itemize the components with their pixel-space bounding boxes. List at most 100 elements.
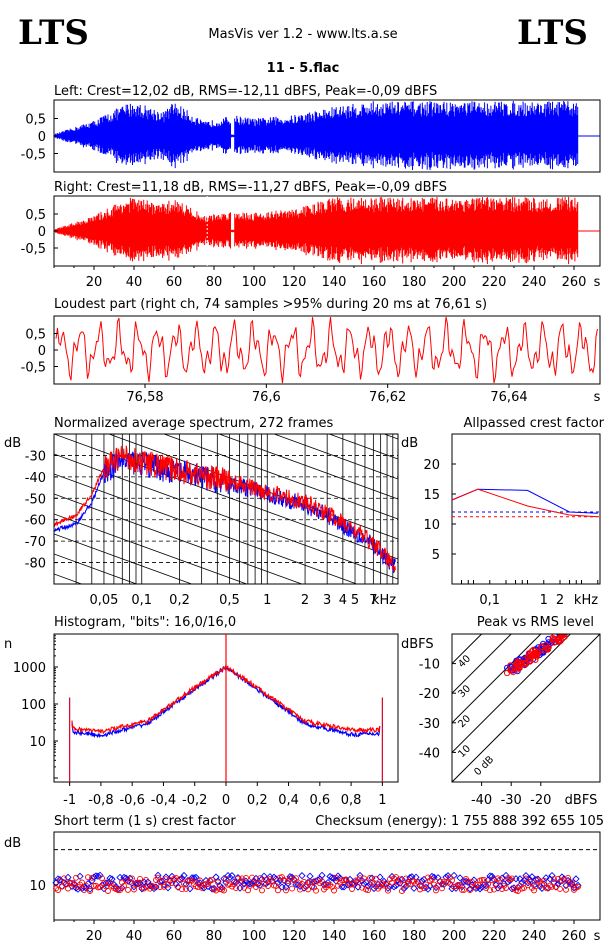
- peakrms-point: [503, 669, 511, 677]
- shortterm-point-right: [129, 875, 135, 882]
- shortterm-point-left: [400, 884, 408, 893]
- shortterm-point-right: [87, 888, 93, 894]
- shortterm-xtick-label: 260: [562, 929, 587, 944]
- shortterm-point-right: [461, 886, 467, 893]
- shortterm-point-right: [289, 885, 295, 892]
- shortterm-point-left: [172, 880, 180, 888]
- wave-xtick-label: 160: [362, 275, 387, 290]
- histogram-xtick-label: 0,2: [247, 793, 268, 808]
- shortterm-point-right: [195, 884, 201, 891]
- shortterm-point-right: [469, 879, 475, 885]
- shortterm-point-right: [395, 879, 401, 886]
- shortterm-point-right: [213, 887, 219, 894]
- shortterm-point-right: [297, 886, 303, 893]
- peakrms-point: [507, 662, 514, 669]
- shortterm-point-right: [493, 880, 499, 887]
- spectrum-xtick-label: 0,1: [131, 593, 152, 608]
- histogram-xtick-label: -0,6: [119, 793, 144, 808]
- histogram-xtick-label: 0,4: [278, 793, 299, 808]
- shortterm-point-left: [526, 876, 534, 884]
- peakrms-point: [543, 645, 550, 652]
- shortterm-point-left: [504, 878, 512, 886]
- histogram-chart: 1000 100 10 -1 -0,8 -0,6 -0,4 -0,2 0 0,2 0,4 0,6 0,8…: [13, 633, 399, 808]
- shortterm-point-right: [259, 887, 265, 894]
- allpassed-y-unit: dB: [401, 436, 418, 451]
- shortterm-xtick-label: 80: [206, 929, 223, 944]
- shortterm-point-right: [57, 878, 63, 885]
- shortterm-point-right: [69, 879, 75, 886]
- spectrum-series-right: [54, 445, 396, 573]
- shortterm-point-right: [177, 876, 183, 883]
- spectrum-chart: -30 -40 -50 -60 -70 -80 0,05 0,1 0,2 0,5 1 2 3 4 5 7: [25, 433, 399, 608]
- shortterm-point-right: [335, 882, 341, 889]
- shortterm-xtick-label: 200: [442, 929, 467, 944]
- shortterm-point-left: [134, 880, 142, 888]
- shortterm-point-right: [431, 881, 437, 888]
- shortterm-y-unit: dB: [4, 836, 21, 851]
- shortterm-xtick-label: 220: [482, 929, 507, 944]
- shortterm-point-right: [443, 879, 449, 886]
- shortterm-point-right: [569, 879, 575, 886]
- peakrms-xtick-label: -20: [530, 793, 551, 808]
- right-wave-ytick-label: 0: [38, 225, 46, 240]
- shortterm-point-left: [86, 885, 94, 893]
- shortterm-point-left: [376, 873, 384, 881]
- wave-xtick-label: 60: [166, 275, 183, 290]
- shortterm-point-left: [530, 881, 538, 890]
- shortterm-point-left: [506, 876, 514, 885]
- shortterm-point-left: [192, 873, 200, 882]
- peakrms-diagonal: [452, 634, 512, 694]
- spectrum-slope-line: [272, 434, 398, 480]
- left-wave-ytick-label: 0: [38, 130, 46, 145]
- shortterm-point-right: [243, 874, 249, 881]
- wave-xtick-label: 80: [206, 275, 223, 290]
- shortterm-point-left: [476, 885, 484, 893]
- shortterm-point-right: [271, 882, 277, 889]
- shortterm-point-right: [403, 875, 409, 882]
- shortterm-point-left: [248, 879, 256, 888]
- loudest-x-unit: s: [594, 390, 601, 405]
- spectrum-frame: [53, 433, 399, 585]
- shortterm-point-right: [159, 879, 165, 885]
- spectrum-ytick-label: -70: [25, 535, 46, 550]
- shortterm-point-left: [432, 883, 440, 892]
- shortterm-point-right: [449, 877, 455, 884]
- shortterm-point-left: [254, 880, 262, 889]
- shortterm-point-right: [551, 876, 557, 883]
- shortterm-title: Short term (1 s) crest factor: [54, 814, 236, 829]
- right-waveform-chart: 0,5 0 -0,5 20 40 60 80 100 120 140 160 180 200 220 240…: [21, 195, 601, 290]
- shortterm-point-right: [327, 881, 333, 888]
- spectrum-y-unit: dB: [4, 436, 21, 451]
- shortterm-point-right: [305, 886, 311, 893]
- shortterm-point-right: [105, 888, 111, 894]
- shortterm-point-left: [482, 881, 490, 890]
- shortterm-point-right: [79, 879, 85, 886]
- shortterm-point-left: [522, 872, 530, 880]
- shortterm-point-right: [371, 881, 377, 888]
- shortterm-point-right: [491, 886, 497, 893]
- spectrum-plot-area: [54, 434, 398, 584]
- spectrum-slope-line: [54, 513, 248, 584]
- shortterm-point-right: [317, 880, 323, 887]
- shortterm-point-right: [319, 878, 325, 885]
- shortterm-point-left: [390, 883, 398, 891]
- shortterm-point-left: [56, 876, 64, 884]
- shortterm-point-right: [339, 877, 345, 884]
- shortterm-point-right: [399, 888, 405, 895]
- shortterm-point-right: [489, 877, 495, 884]
- shortterm-point-right: [511, 885, 517, 892]
- shortterm-point-left: [338, 883, 346, 891]
- spectrum-xtick-label: 1: [263, 593, 271, 608]
- shortterm-point-right: [263, 876, 269, 883]
- shortterm-point-right: [457, 882, 463, 888]
- spectrum-slope-line: [328, 434, 398, 460]
- shortterm-point-left: [502, 871, 510, 880]
- shortterm-point-left: [208, 885, 216, 893]
- wave-xtick-label: 140: [322, 275, 347, 290]
- wave-xtick-label: 220: [482, 275, 507, 290]
- peakrms-point: [509, 669, 517, 676]
- peakrms-ytick-label: -20: [419, 687, 440, 702]
- spectrum-slope-line: [54, 533, 193, 584]
- wave-xtick-label: 20: [86, 275, 103, 290]
- shortterm-point-right: [215, 879, 221, 886]
